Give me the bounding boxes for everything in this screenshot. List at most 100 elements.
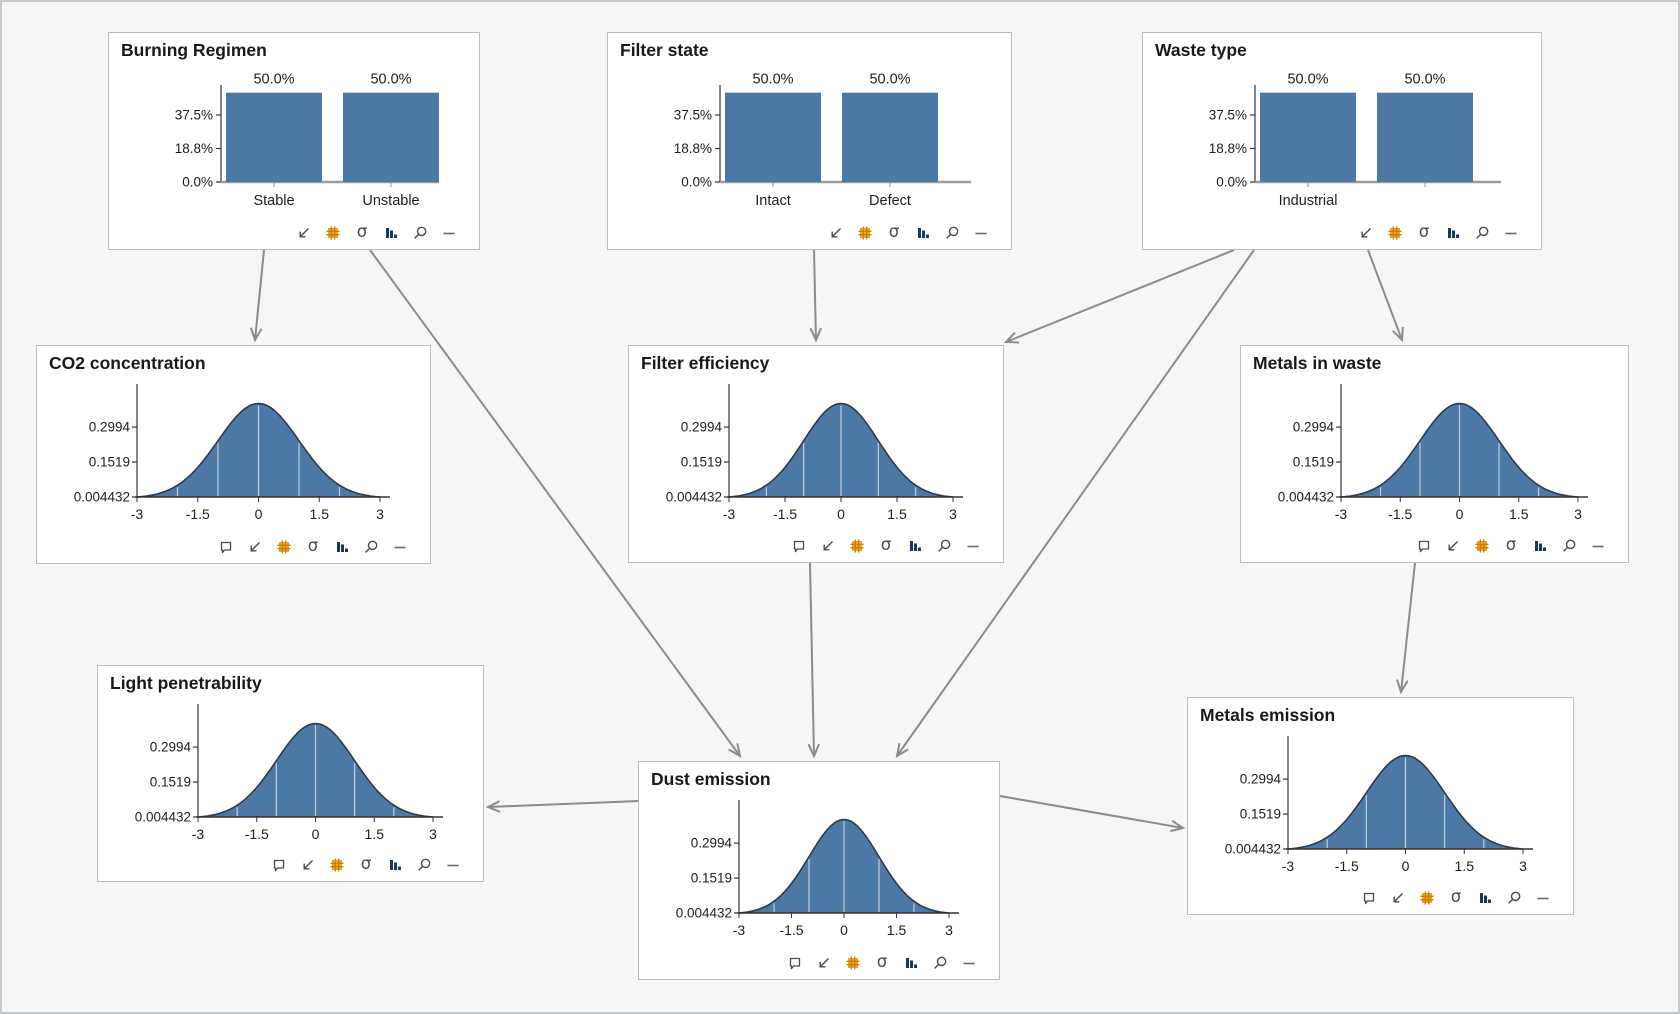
node-metals-emission[interactable]: 0.2994 0.1519 0.004432 -3 -1.5 0 1.5 3 Metals e… (1187, 697, 1574, 915)
collapse-arrow-icon[interactable] (300, 856, 316, 873)
magnifier-icon[interactable] (416, 856, 432, 873)
annotation-flag-icon[interactable] (791, 537, 807, 554)
svg-text:0.004432: 0.004432 (676, 906, 732, 921)
svg-text:0: 0 (312, 826, 320, 842)
minimize-icon[interactable] (441, 224, 457, 241)
minimize-icon[interactable] (392, 538, 408, 555)
grid-icon[interactable] (329, 856, 345, 873)
sigma-icon[interactable]: σ (1450, 887, 1462, 907)
minimize-icon[interactable] (961, 954, 977, 971)
magnifier-icon[interactable] (936, 537, 952, 554)
collapse-arrow-icon[interactable] (1445, 537, 1461, 554)
collapse-arrow-icon[interactable] (1390, 889, 1406, 906)
node-co2-concentration[interactable]: 0.2994 0.1519 0.004432 -3 -1.5 0 1.5 3 CO2 conc… (36, 345, 431, 564)
node-waste-type[interactable]: 0.0% 18.8% 37.5% 50.0% Industrial 50.0% Waste… (1142, 32, 1542, 250)
bar-chart[interactable]: 0.0% 18.8% 37.5% 50.0% Stable 50.0% Unstable (109, 33, 479, 249)
svg-text:3: 3 (376, 506, 384, 522)
annotation-flag-icon[interactable] (1416, 537, 1432, 554)
svg-text:0.0%: 0.0% (681, 175, 712, 190)
node-title: Filter state (620, 40, 709, 60)
svg-text:0: 0 (840, 922, 848, 938)
magnifier-icon[interactable] (932, 954, 948, 971)
grid-icon[interactable] (1474, 537, 1490, 554)
node-burning-regimen[interactable]: 0.0% 18.8% 37.5% 50.0% Stable 50.0% Unstable B… (108, 32, 480, 250)
density-chart[interactable]: 0.2994 0.1519 0.004432-3 -1.5 0 1.5 3 (629, 346, 1003, 562)
histogram-icon[interactable] (383, 224, 399, 241)
grid-icon[interactable] (857, 224, 873, 241)
annotation-flag-icon[interactable] (787, 954, 803, 971)
density-chart[interactable]: 0.2994 0.1519 0.004432-3 -1.5 0 1.5 3 (98, 666, 483, 881)
collapse-arrow-icon[interactable] (1358, 224, 1374, 241)
magnifier-icon[interactable] (944, 224, 960, 241)
minimize-icon[interactable] (445, 856, 461, 873)
node-filter-state[interactable]: 0.0% 18.8% 37.5% 50.0% Intact 50.0% Defect Fil… (607, 32, 1012, 250)
grid-icon[interactable] (1419, 889, 1435, 906)
node-title: Light penetrability (110, 673, 262, 693)
node-toolbar: σ (787, 954, 977, 971)
histogram-icon[interactable] (1445, 224, 1461, 241)
node-toolbar: σ (1416, 537, 1606, 554)
node-metals-in-waste[interactable]: 0.2994 0.1519 0.004432 -3 -1.5 0 1.5 3 Metals i… (1240, 345, 1629, 563)
collapse-arrow-icon[interactable] (247, 538, 263, 555)
sigma-icon[interactable]: σ (876, 952, 888, 972)
density-chart[interactable]: 0.2994 0.1519 0.004432-3 -1.5 0 1.5 3 (1241, 346, 1628, 562)
grid-icon[interactable] (276, 538, 292, 555)
collapse-arrow-icon[interactable] (296, 224, 312, 241)
histogram-icon[interactable] (334, 538, 350, 555)
histogram-icon[interactable] (1532, 537, 1548, 554)
density-chart[interactable]: 0.2994 0.1519 0.004432-3 -1.5 0 1.5 3 (37, 346, 430, 563)
annotation-flag-icon[interactable] (1361, 889, 1377, 906)
histogram-icon[interactable] (907, 537, 923, 554)
minimize-icon[interactable] (1503, 224, 1519, 241)
svg-text:0: 0 (837, 506, 845, 522)
node-dust-emission[interactable]: 0.2994 0.1519 0.004432 -3 -1.5 0 1.5 3 Dust emi… (638, 761, 1000, 980)
sigma-icon[interactable]: σ (356, 222, 368, 242)
svg-text:0: 0 (1402, 858, 1410, 874)
annotation-flag-icon[interactable] (271, 856, 287, 873)
collapse-arrow-icon[interactable] (820, 537, 836, 554)
svg-text:0.004432: 0.004432 (1278, 490, 1334, 505)
histogram-icon[interactable] (387, 856, 403, 873)
node-light-penetrability[interactable]: 0.2994 0.1519 0.004432 -3 -1.5 0 1.5 3 Light pe… (97, 665, 484, 882)
histogram-icon[interactable] (903, 954, 919, 971)
sigma-icon[interactable]: σ (360, 854, 372, 874)
bar-chart[interactable]: 0.0% 18.8% 37.5% 50.0% Industrial 50.0% (1143, 33, 1541, 249)
svg-text:0.004432: 0.004432 (1225, 842, 1281, 857)
histogram-icon[interactable] (915, 224, 931, 241)
svg-text:0.1519: 0.1519 (691, 871, 732, 886)
minimize-icon[interactable] (973, 224, 989, 241)
magnifier-icon[interactable] (1506, 889, 1522, 906)
histogram-icon[interactable] (1477, 889, 1493, 906)
node-filter-efficiency[interactable]: 0.2994 0.1519 0.004432 -3 -1.5 0 1.5 3 Filter e… (628, 345, 1004, 563)
sigma-icon[interactable]: σ (307, 536, 319, 556)
bar-chart[interactable]: 0.0% 18.8% 37.5% 50.0% Intact 50.0% Defect (608, 33, 1011, 249)
sigma-icon[interactable]: σ (888, 222, 900, 242)
svg-text:-3: -3 (131, 506, 144, 522)
svg-text:Unstable: Unstable (362, 193, 419, 209)
magnifier-icon[interactable] (1561, 537, 1577, 554)
grid-icon[interactable] (845, 954, 861, 971)
magnifier-icon[interactable] (412, 224, 428, 241)
density-chart[interactable]: 0.2994 0.1519 0.004432-3 -1.5 0 1.5 3 (1188, 698, 1573, 914)
svg-text:0.0%: 0.0% (1216, 175, 1247, 190)
minimize-icon[interactable] (965, 537, 981, 554)
sigma-icon[interactable]: σ (880, 535, 892, 555)
annotation-flag-icon[interactable] (218, 538, 234, 555)
sigma-icon[interactable]: σ (1505, 535, 1517, 555)
collapse-arrow-icon[interactable] (816, 954, 832, 971)
magnifier-icon[interactable] (1474, 224, 1490, 241)
grid-icon[interactable] (849, 537, 865, 554)
grid-icon[interactable] (325, 224, 341, 241)
grid-icon[interactable] (1387, 224, 1403, 241)
minimize-icon[interactable] (1535, 889, 1551, 906)
minimize-icon[interactable] (1590, 537, 1606, 554)
node-toolbar: σ (218, 538, 408, 555)
svg-text:3: 3 (949, 506, 957, 522)
node-toolbar: σ (828, 224, 989, 241)
sigma-icon[interactable]: σ (1418, 222, 1430, 242)
collapse-arrow-icon[interactable] (828, 224, 844, 241)
magnifier-icon[interactable] (363, 538, 379, 555)
svg-text:50.0%: 50.0% (1404, 72, 1445, 88)
density-chart[interactable]: 0.2994 0.1519 0.004432-3 -1.5 0 1.5 3 (639, 762, 999, 979)
svg-text:18.8%: 18.8% (175, 141, 213, 156)
